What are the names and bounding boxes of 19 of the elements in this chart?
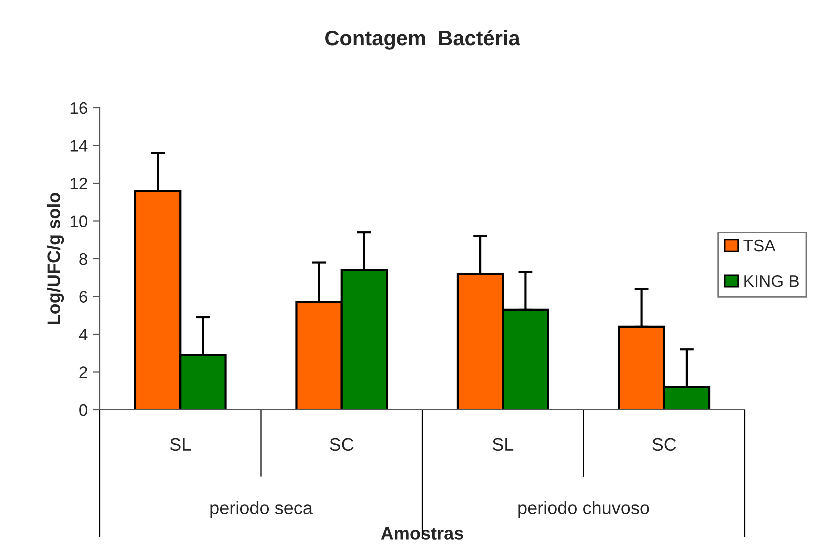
x-tick-label: SC (652, 438, 676, 452)
text: periodo seca (210, 501, 313, 518)
x-tick-label: SC (330, 438, 354, 452)
y-tick-label: 6 (80, 291, 88, 303)
text: periodo chuvoso (518, 501, 650, 518)
y-axis-title: Log/UFC/g solo (47, 193, 64, 324)
legend-label: TSA (744, 240, 776, 252)
y-tick-label: 8 (80, 253, 88, 266)
legend-label: KING B (744, 275, 799, 288)
chart-title: Contagem Bactéria (326, 30, 520, 50)
y-tick-label: 2 (80, 366, 88, 378)
x-tick-label: SL (492, 438, 514, 452)
y-tick-label: 4 (79, 329, 88, 341)
y-tick-label: 14 (70, 140, 88, 152)
y-tick-label: 0 (80, 404, 88, 416)
y-tick-label: 16 (70, 102, 88, 114)
y-tick-label: 10 (70, 216, 88, 228)
x-tick-label: SL (170, 438, 192, 452)
y-tick-label: 12 (70, 178, 88, 190)
